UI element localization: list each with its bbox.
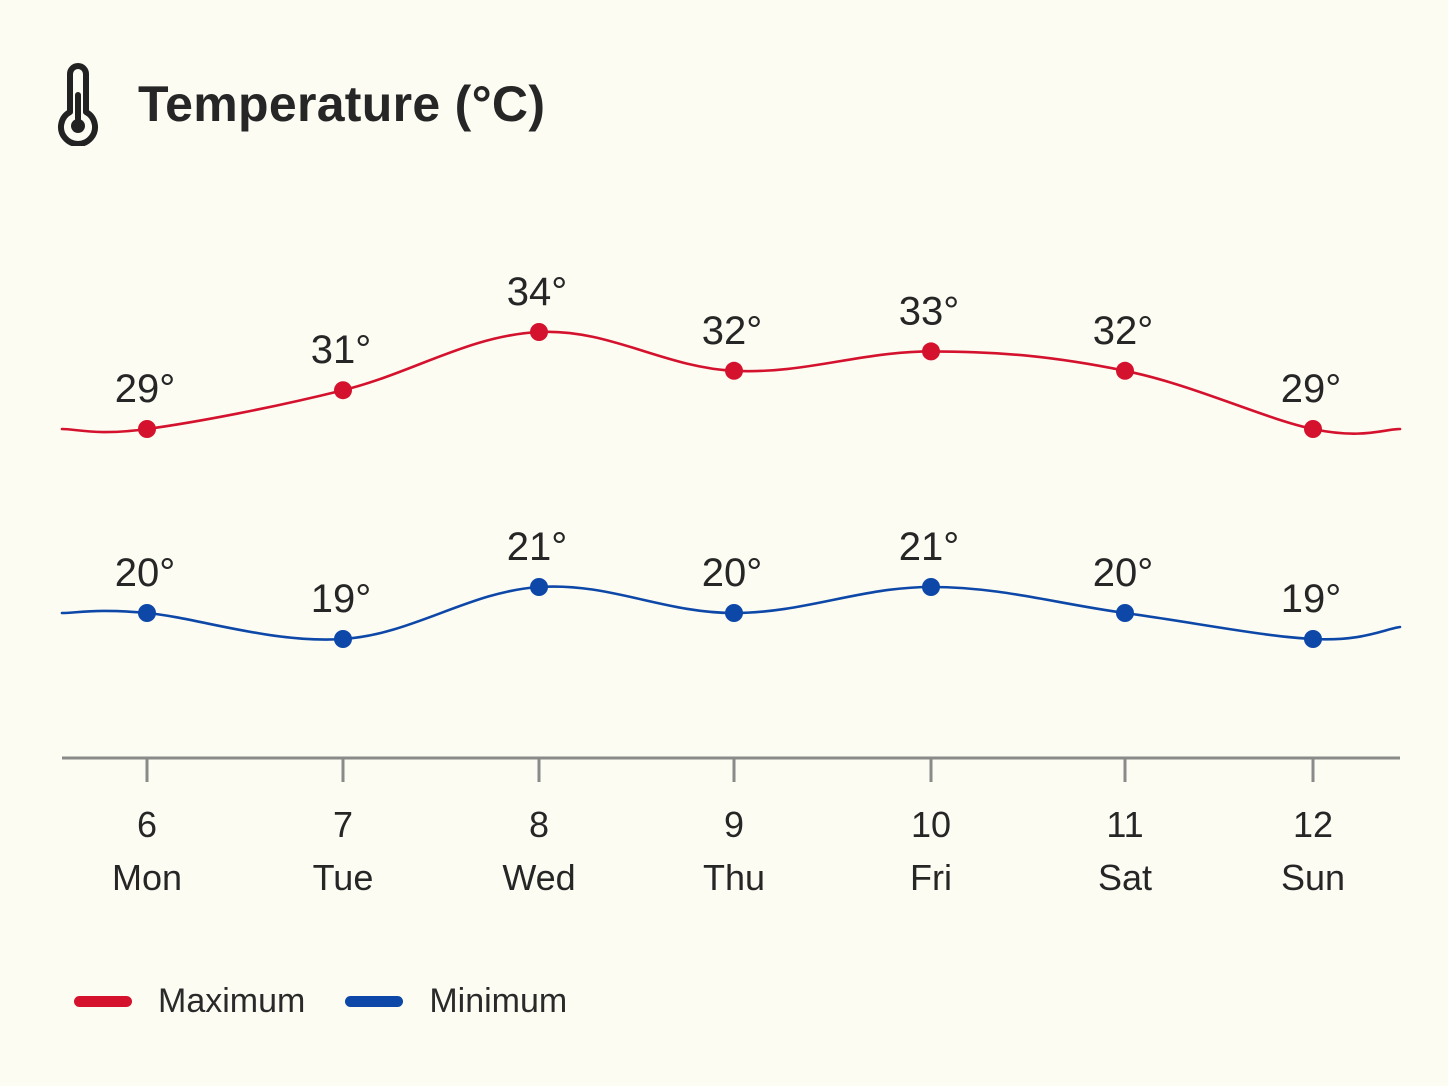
legend-label-minimum: Minimum [429,982,568,1020]
data-label-maximum: 32° [702,309,763,353]
legend: Maximum Minimum [74,982,607,1021]
x-tick-label-date: 6 [137,804,157,845]
data-point-maximum [530,323,548,341]
data-point-minimum [1304,630,1322,648]
x-tick-label-date: 12 [1293,804,1333,845]
x-tick-label-date: 11 [1106,804,1143,845]
x-tick-label-day: Tue [313,857,374,898]
legend-item-minimum: Minimum [345,982,567,1021]
legend-label-maximum: Maximum [158,982,306,1020]
legend-swatch-minimum [345,996,404,1007]
series-layer: 29° 31° 34° 32° 33° 32° 29° 20° 19° 21° 20° 21° 20° 1… [60,270,1402,648]
x-tick-label-day: Wed [502,857,575,898]
data-point-maximum [1116,361,1134,380]
chart-header: Temperature (°C) [52,62,545,146]
legend-item-maximum: Maximum [74,982,305,1021]
data-label-maximum: 34° [507,270,568,314]
x-tick-label-day: Fri [910,857,952,898]
x-tick-label-day: Sat [1098,857,1152,898]
x-tick-label-day: Sun [1281,857,1345,898]
data-point-minimum [725,604,743,622]
x-tick-label-date: 7 [333,804,353,845]
data-label-minimum: 19° [311,577,372,621]
x-tick-label-date: 10 [911,804,951,845]
x-tick-label-day: Mon [112,857,182,898]
data-point-minimum [334,630,352,648]
data-label-minimum: 20° [115,551,176,595]
data-point-maximum [725,361,743,380]
data-point-maximum [1304,420,1322,438]
thermometer-icon [58,63,98,146]
data-label-maximum: 29° [115,367,176,411]
data-label-maximum: 33° [899,289,960,333]
legend-swatch-maximum [74,996,132,1007]
data-label-minimum: 20° [702,551,763,595]
data-label-minimum: 21° [899,525,960,569]
chart-title: Temperature (°C) [138,76,546,132]
data-label-maximum: 32° [1093,309,1154,353]
data-point-maximum [138,420,156,438]
x-tick-label-day: Thu [703,857,765,898]
data-label-maximum: 29° [1281,367,1342,411]
data-label-minimum: 20° [1093,551,1154,595]
data-label-minimum: 19° [1281,577,1342,621]
data-point-maximum [334,381,352,400]
x-tick-label-date: 8 [529,804,549,845]
data-point-maximum [922,342,940,361]
data-point-minimum [1116,604,1134,622]
x-tick-label-date: 9 [724,804,744,845]
data-point-minimum [530,578,548,596]
data-label-maximum: 31° [311,328,372,372]
data-point-minimum [138,604,156,622]
data-point-minimum [922,578,940,596]
x-axis: 6 Mon 7 Tue 8 Wed 9 Thu 10 Fri 11 Sat 12 Sun [62,756,1400,898]
data-label-minimum: 21° [507,525,568,569]
